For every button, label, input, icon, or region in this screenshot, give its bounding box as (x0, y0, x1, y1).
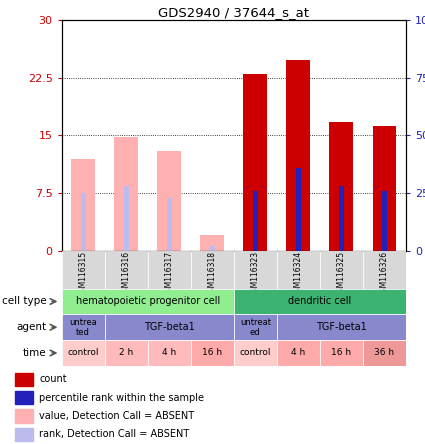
Bar (210, 246, 215, 251)
Text: time: time (23, 348, 46, 358)
Text: dendritic cell: dendritic cell (288, 297, 351, 306)
Bar (14, 409, 33, 423)
Text: agent: agent (16, 322, 46, 332)
Bar (373, 126, 396, 251)
Text: untreat
ed: untreat ed (240, 317, 271, 337)
Text: 16 h: 16 h (331, 349, 351, 357)
Text: GSM116326: GSM116326 (380, 251, 389, 297)
Text: GSM116318: GSM116318 (208, 251, 217, 297)
Bar (81, 193, 86, 251)
FancyBboxPatch shape (105, 340, 148, 366)
Bar (157, 151, 181, 251)
Bar (244, 74, 267, 251)
Text: GSM116317: GSM116317 (165, 251, 174, 297)
Text: control: control (68, 349, 99, 357)
FancyBboxPatch shape (277, 314, 406, 340)
Bar (253, 191, 258, 251)
Bar (339, 186, 344, 251)
Bar (71, 159, 95, 251)
FancyBboxPatch shape (191, 340, 234, 366)
FancyBboxPatch shape (277, 251, 320, 289)
Bar (382, 191, 387, 251)
FancyBboxPatch shape (363, 251, 406, 289)
Bar (201, 235, 224, 251)
Text: untrea
ted: untrea ted (69, 317, 97, 337)
Text: 4 h: 4 h (291, 349, 306, 357)
FancyBboxPatch shape (234, 314, 277, 340)
FancyBboxPatch shape (62, 340, 105, 366)
Text: GSM116324: GSM116324 (294, 251, 303, 297)
Text: 16 h: 16 h (202, 349, 222, 357)
Text: TGF-beta1: TGF-beta1 (316, 322, 367, 332)
FancyBboxPatch shape (62, 289, 234, 314)
Text: GSM116316: GSM116316 (122, 251, 130, 297)
Text: rank, Detection Call = ABSENT: rank, Detection Call = ABSENT (39, 429, 190, 440)
Title: GDS2940 / 37644_s_at: GDS2940 / 37644_s_at (158, 6, 309, 19)
FancyBboxPatch shape (363, 340, 406, 366)
FancyBboxPatch shape (105, 251, 148, 289)
Text: GSM116323: GSM116323 (251, 251, 260, 297)
Bar (114, 137, 138, 251)
FancyBboxPatch shape (277, 340, 320, 366)
FancyBboxPatch shape (234, 251, 277, 289)
FancyBboxPatch shape (320, 340, 363, 366)
Text: 4 h: 4 h (162, 349, 176, 357)
Text: 36 h: 36 h (374, 349, 394, 357)
Text: percentile rank within the sample: percentile rank within the sample (39, 393, 204, 403)
FancyBboxPatch shape (105, 314, 234, 340)
Bar (296, 168, 301, 251)
FancyBboxPatch shape (234, 340, 277, 366)
Bar (286, 60, 310, 251)
FancyBboxPatch shape (62, 314, 105, 340)
FancyBboxPatch shape (191, 251, 234, 289)
Text: control: control (240, 349, 271, 357)
Text: 2 h: 2 h (119, 349, 133, 357)
Text: cell type: cell type (2, 297, 46, 306)
Text: count: count (39, 374, 67, 385)
FancyBboxPatch shape (62, 251, 105, 289)
Bar (14, 428, 33, 441)
FancyBboxPatch shape (320, 251, 363, 289)
Text: hematopoietic progenitor cell: hematopoietic progenitor cell (76, 297, 220, 306)
Text: GSM116325: GSM116325 (337, 251, 346, 297)
FancyBboxPatch shape (148, 251, 191, 289)
Bar (124, 186, 129, 251)
Bar (14, 391, 33, 404)
FancyBboxPatch shape (234, 289, 406, 314)
FancyBboxPatch shape (148, 340, 191, 366)
Bar (14, 373, 33, 386)
Bar (167, 198, 172, 251)
Text: TGF-beta1: TGF-beta1 (144, 322, 195, 332)
Text: GSM116315: GSM116315 (79, 251, 88, 297)
Bar (329, 122, 353, 251)
Text: value, Detection Call = ABSENT: value, Detection Call = ABSENT (39, 411, 194, 421)
